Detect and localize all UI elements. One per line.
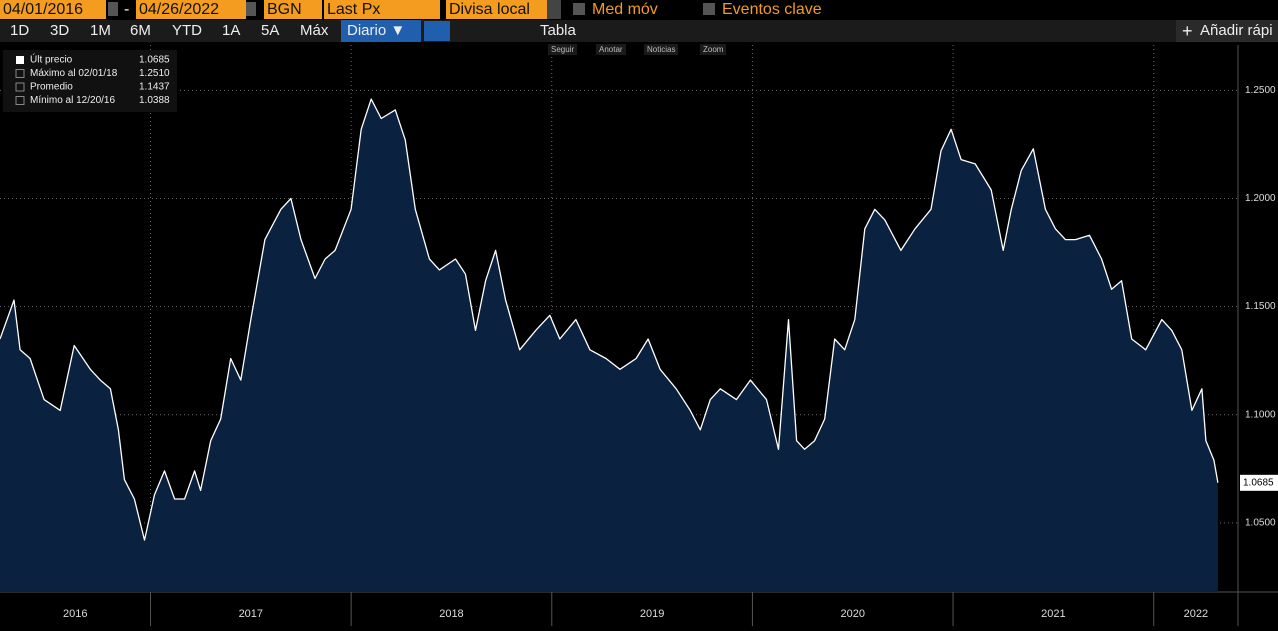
checkbox[interactable] (573, 3, 585, 15)
start-date[interactable]: 04/01/2016 (0, 0, 106, 19)
period-button[interactable]: 1M (90, 22, 111, 39)
x-axis-bg (0, 592, 1238, 626)
period-button[interactable]: 3D (50, 22, 70, 39)
legend-value: 1.0685 (139, 55, 170, 66)
y-tick-label: 1.2000 (1245, 193, 1276, 204)
x-tick-label: 2018 (439, 608, 463, 620)
period-button[interactable]: 5A (261, 22, 280, 39)
chart-tool[interactable]: Zoom (700, 44, 727, 55)
period-button[interactable]: YTD (172, 22, 202, 39)
calendar-icon[interactable] (246, 2, 256, 16)
currency[interactable]: BGN (264, 0, 322, 19)
x-tick-label: 2021 (1041, 608, 1065, 620)
plot-bg (0, 45, 1238, 592)
legend-icon (15, 82, 25, 92)
legend-label: Mínimo al 12/20/16 (30, 95, 115, 106)
toolbar (0, 20, 1278, 42)
legend-icon (16, 56, 24, 64)
table-button[interactable]: Tabla (540, 22, 576, 39)
separator: - (124, 1, 130, 18)
x-tick-label: 2020 (841, 608, 865, 620)
y-tick-label: 1.0500 (1245, 517, 1276, 528)
y-tick-label: 1.1000 (1245, 409, 1276, 420)
legend-label: Últ precio (30, 53, 73, 66)
last-price-label: 1.0685 (1243, 477, 1274, 488)
line-icon[interactable] (424, 21, 450, 41)
legend-icon (15, 96, 25, 105)
x-tick-label: 2022 (1184, 608, 1208, 620)
legend-box (3, 50, 177, 112)
calendar-icon[interactable] (108, 2, 118, 16)
chart-tool[interactable]: Seguir (548, 44, 578, 55)
area (0, 99, 1218, 592)
currency-mode[interactable]: Divisa local (446, 0, 548, 19)
legend-value: 1.1437 (139, 82, 170, 93)
quick-add[interactable]: Añadir rápi (1176, 20, 1278, 42)
y-tick-label: 1.2500 (1245, 85, 1276, 96)
period-button[interactable]: 1D (10, 22, 30, 39)
field[interactable]: Last Px (324, 0, 440, 19)
period-button[interactable]: 6M (130, 22, 151, 39)
chart-tool[interactable]: Noticias (644, 44, 679, 55)
period-button[interactable]: 1A (222, 22, 241, 39)
plus-icon: + (1182, 21, 1193, 41)
x-tick-label: 2016 (63, 608, 87, 620)
key-events[interactable]: Eventos clave (722, 1, 822, 18)
x-tick-label: 2019 (640, 608, 664, 620)
legend-label: Promedio (30, 82, 73, 93)
end-date[interactable]: 04/26/2022 (136, 0, 246, 19)
legend-icon (15, 69, 25, 78)
legend-value: 1.0388 (139, 95, 170, 106)
legend-label: Máximo al 02/01/18 (30, 68, 118, 79)
checkbox[interactable] (703, 3, 715, 15)
frequency[interactable]: Diario ▼ (341, 20, 421, 42)
legend-value: 1.2510 (139, 68, 170, 79)
dropdown[interactable] (547, 0, 561, 19)
price-line (0, 98, 1219, 541)
x-tick-label: 2017 (239, 608, 263, 620)
period-button[interactable]: Máx (300, 22, 329, 39)
chart-tool[interactable]: Anotar (596, 44, 626, 55)
last-price-tag (1240, 474, 1278, 491)
y-tick-label: 1.1500 (1245, 301, 1276, 312)
moving-avg[interactable]: Med móv (592, 1, 658, 18)
